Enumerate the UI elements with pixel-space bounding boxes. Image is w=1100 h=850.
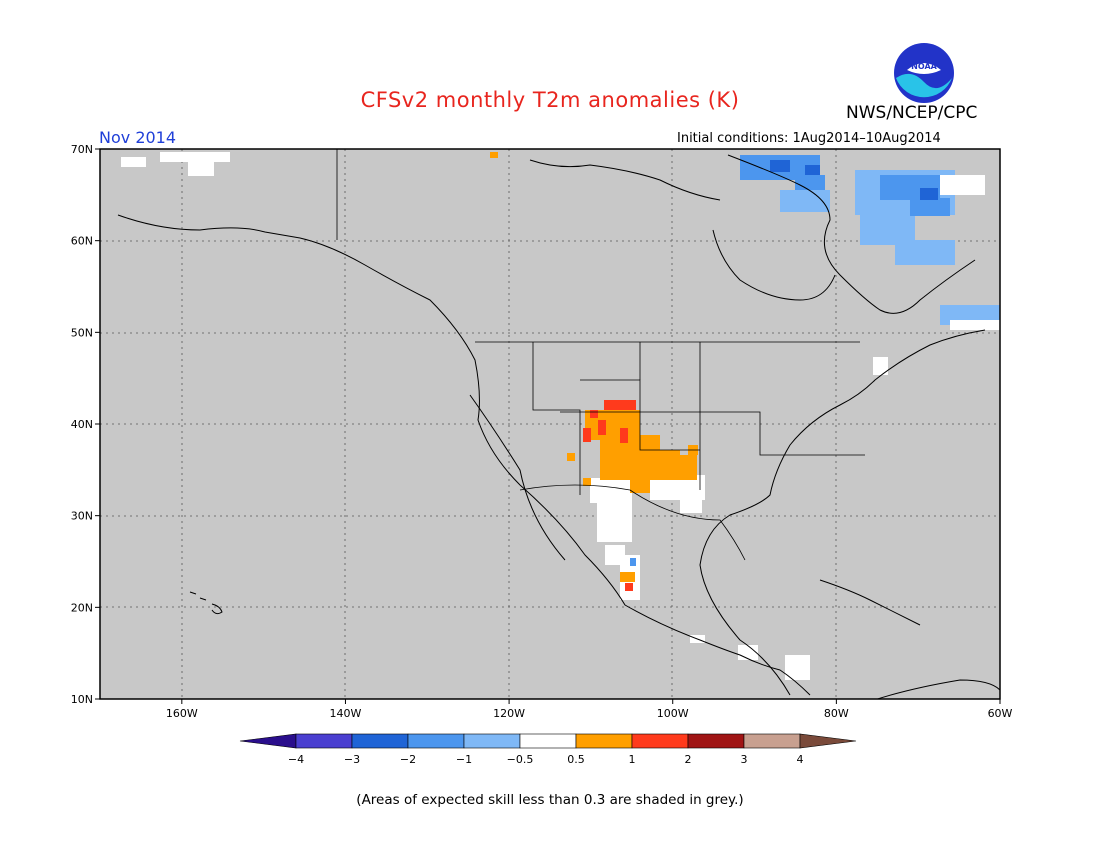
logo-text: NOAA (911, 62, 937, 71)
colorbar-segment (351, 733, 409, 749)
color-bar: −4 −3 −2 −1 −0.5 0.5 1 2 3 4 (239, 733, 857, 766)
lon-label: 160W (166, 707, 198, 720)
lat-label: 20N (71, 601, 93, 614)
noaa-logo: NOAA (893, 42, 955, 104)
colorbar-segment (687, 733, 745, 749)
lat-label: 30N (71, 510, 93, 523)
hawaii-islands (189, 591, 223, 615)
colorbar-label: 2 (685, 753, 692, 766)
initial-conditions: Initial conditions: 1Aug2014–10Aug2014 (677, 131, 941, 146)
lon-label: 140W (330, 707, 362, 720)
organization-label: NWS/NCEP/CPC (846, 103, 978, 123)
colorbar-segment (463, 733, 521, 749)
anomaly-cells-dark-blue (770, 160, 938, 200)
colorbar-arrow-right (799, 733, 857, 749)
lat-label: 70N (71, 143, 93, 156)
map-title: CFSv2 monthly T2m anomalies (K) (360, 88, 740, 112)
lon-label: 120W (493, 707, 525, 720)
lon-label: 100W (657, 707, 689, 720)
colorbar-label: −1 (456, 753, 472, 766)
colorbar-segment (407, 733, 465, 749)
lat-label: 40N (71, 418, 93, 431)
forecast-month: Nov 2014 (99, 128, 177, 147)
colorbar-label: −2 (400, 753, 416, 766)
latitude-labels: 70N 60N 50N 40N 30N 20N 10N (71, 143, 100, 706)
colorbar-arrow-left (239, 733, 297, 749)
skill-footnote: (Areas of expected skill less than 0.3 a… (356, 792, 744, 808)
colorbar-label: 1 (629, 753, 636, 766)
colorbar-segment (743, 733, 801, 749)
lat-label: 60N (71, 235, 93, 248)
longitude-labels: 160W 140W 120W 100W 80W 60W (166, 699, 1013, 720)
anomaly-cell-blue-mexico (630, 558, 636, 566)
colorbar-segment (295, 733, 353, 749)
colorbar-label: 3 (741, 753, 748, 766)
colorbar-label: −0.5 (507, 753, 534, 766)
lat-label: 50N (71, 326, 93, 339)
anomaly-region-central-rockies-plains (490, 152, 698, 582)
lon-label: 80W (824, 707, 849, 720)
graticule (100, 149, 1000, 699)
anomaly-cells-near-normal-north (121, 152, 1000, 375)
colorbar-segment (519, 733, 577, 749)
coastlines (117, 154, 1000, 699)
colorbar-segment (631, 733, 689, 749)
lat-label: 10N (71, 693, 93, 706)
colorbar-label: −3 (344, 753, 360, 766)
colorbar-label: 4 (797, 753, 804, 766)
colorbar-label: 0.5 (567, 753, 585, 766)
political-boundaries (336, 149, 865, 561)
colorbar-segment (575, 733, 633, 749)
lon-label: 60W (988, 707, 1013, 720)
anomaly-region-colorado-new-mexico-core (583, 400, 636, 591)
colorbar-label: −4 (288, 753, 304, 766)
